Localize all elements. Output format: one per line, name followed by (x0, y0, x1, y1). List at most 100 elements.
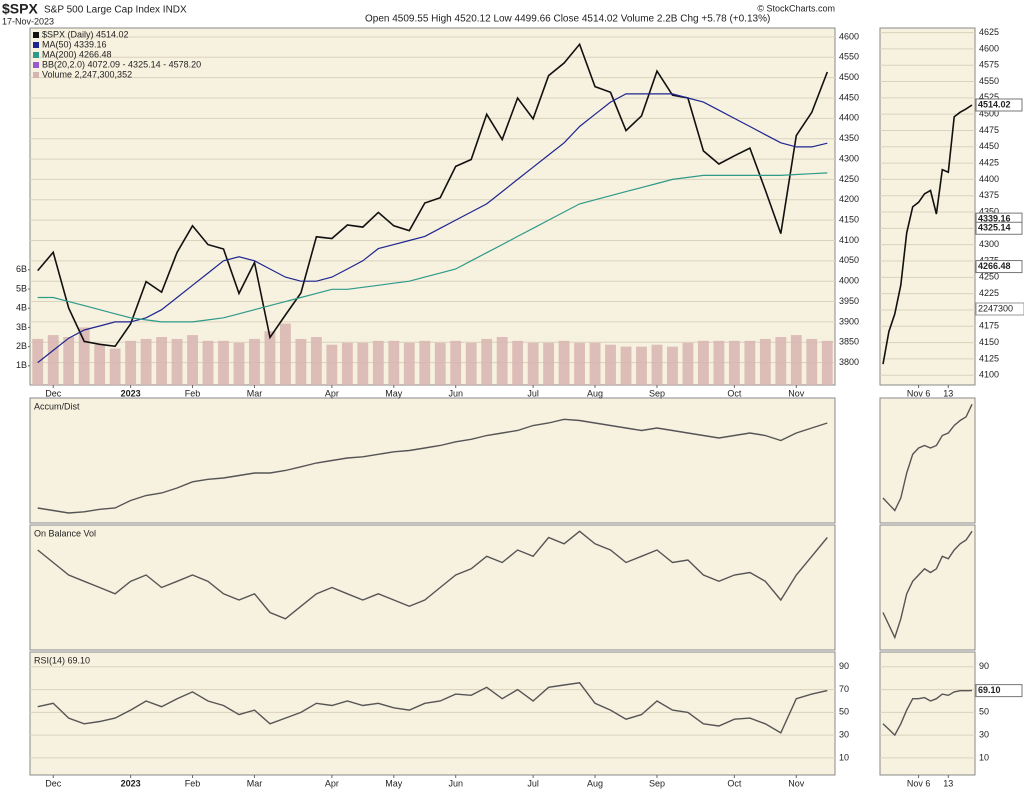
y-tick-label: 4150 (979, 337, 999, 347)
legend-swatch (33, 32, 39, 38)
volume-bar (280, 323, 291, 385)
value-badge-bg (975, 221, 1023, 235)
volume-bar (558, 340, 570, 385)
y-tick-label: 4500 (839, 72, 859, 82)
panel-background (29, 524, 836, 651)
y-tick-label: 30 (839, 730, 849, 740)
volume-bar (759, 338, 771, 385)
legend-swatch (33, 62, 39, 68)
x-tick-label: Dec (45, 388, 62, 398)
volume-bar (744, 340, 756, 385)
volume-bar (94, 344, 106, 385)
y-tick-label: 4250 (979, 272, 999, 282)
x-tick-label: Mar (247, 778, 263, 788)
volume-bar (667, 346, 678, 385)
x-tick-label: Apr (325, 778, 339, 788)
volume-bar (697, 340, 709, 385)
x-tick-label: Nov (788, 778, 805, 788)
panel-background (29, 397, 836, 524)
date: 17-Nov-2023 (2, 16, 54, 26)
x-tick-label: 13 (943, 388, 953, 398)
value-badge-bg (975, 684, 1023, 698)
y-tick-label: 4600 (839, 31, 859, 41)
volume-bar (156, 337, 168, 385)
volume-bar (806, 338, 818, 385)
y-tick-label: 30 (979, 730, 989, 740)
value-badge: 2247300 (978, 303, 1013, 313)
y-tick-label: 4150 (839, 215, 859, 225)
volume-bar (249, 338, 260, 385)
x-tick-label: Nov 6 (907, 778, 931, 788)
y-tick-label: 4300 (839, 153, 859, 163)
legend-label: MA(50) 4339.16 (42, 39, 107, 49)
x-tick-label: Sep (649, 388, 665, 398)
legend-swatch (33, 72, 39, 78)
x-tick-label: Jul (527, 388, 539, 398)
volume-bar (589, 342, 601, 385)
y-tick-label: 4525 (979, 92, 999, 102)
volume-bar (450, 340, 462, 385)
y-tick-label: 4350 (839, 133, 859, 143)
volume-bar (465, 342, 477, 385)
indicator-line (882, 689, 973, 737)
y-tick-label: 70 (839, 684, 849, 694)
value-badge: 4514.02 (978, 99, 1011, 109)
y-tick-label: 4600 (979, 43, 999, 53)
volume-bar (78, 327, 90, 385)
y-tick-label: 4050 (839, 255, 859, 265)
volume-bar (372, 340, 384, 385)
y-tick-label: 4225 (979, 288, 999, 298)
legend-label: $SPX (Daily) 4514.02 (42, 29, 129, 39)
x-tick-label: Jun (448, 388, 463, 398)
y-tick-label: 4450 (839, 92, 859, 102)
value-badge-bg (975, 302, 1024, 316)
y2-tick-label: 3B (16, 322, 27, 332)
y-tick-label: 4450 (979, 141, 999, 151)
y-tick-label: 4625 (979, 27, 999, 37)
panel-title: On Balance Vol (34, 528, 96, 538)
y-tick-label: 4100 (979, 370, 999, 380)
y2-tick-label: 4B (16, 303, 27, 313)
panel-background (29, 27, 836, 386)
x-tick-label: Feb (185, 388, 201, 398)
volume-bar (187, 335, 198, 385)
volume-bar (775, 337, 787, 385)
y-tick-label: 50 (839, 707, 849, 717)
value-badge: 69.10 (978, 685, 1001, 695)
y-tick-label: 4375 (979, 190, 999, 200)
volume-bar (496, 337, 508, 385)
x-tick-label: Sep (649, 778, 665, 788)
x-tick-label: Jun (448, 778, 463, 788)
y-tick-label: 4175 (979, 321, 999, 331)
legend-swatch (33, 52, 39, 58)
panel-title: RSI(14) 69.10 (34, 655, 90, 665)
volume-bar (574, 342, 585, 385)
y-tick-label: 90 (839, 661, 849, 671)
y-tick-label: 4400 (979, 174, 999, 184)
y2-tick-label: 2B (16, 341, 27, 351)
x-tick-label: Jul (527, 778, 539, 788)
value-badge-bg (975, 98, 1023, 112)
volume-bar (295, 338, 307, 385)
volume-bar (171, 338, 183, 385)
x-tick-label: Oct (727, 388, 742, 398)
x-tick-label: Nov (788, 388, 805, 398)
y-tick-label: 4550 (839, 52, 859, 62)
panel-background (29, 651, 836, 776)
quote: Open 4509.55 High 4520.12 Low 4499.66 Cl… (365, 14, 770, 25)
y-tick-label: 4400 (839, 113, 859, 123)
x-tick-label: 2023 (121, 388, 141, 398)
volume-bar (125, 340, 137, 385)
value-badge-bg (975, 260, 1023, 274)
volume-bar (218, 340, 229, 385)
volume-bar (419, 340, 431, 385)
y-tick-label: 3850 (839, 337, 859, 347)
volume-bar (63, 337, 75, 385)
credit: © StockCharts.com (757, 3, 835, 13)
volume-bar (403, 342, 415, 385)
volume-bar (605, 344, 616, 385)
y-tick-label: 4000 (839, 276, 859, 286)
y-tick-label: 10 (979, 752, 989, 762)
